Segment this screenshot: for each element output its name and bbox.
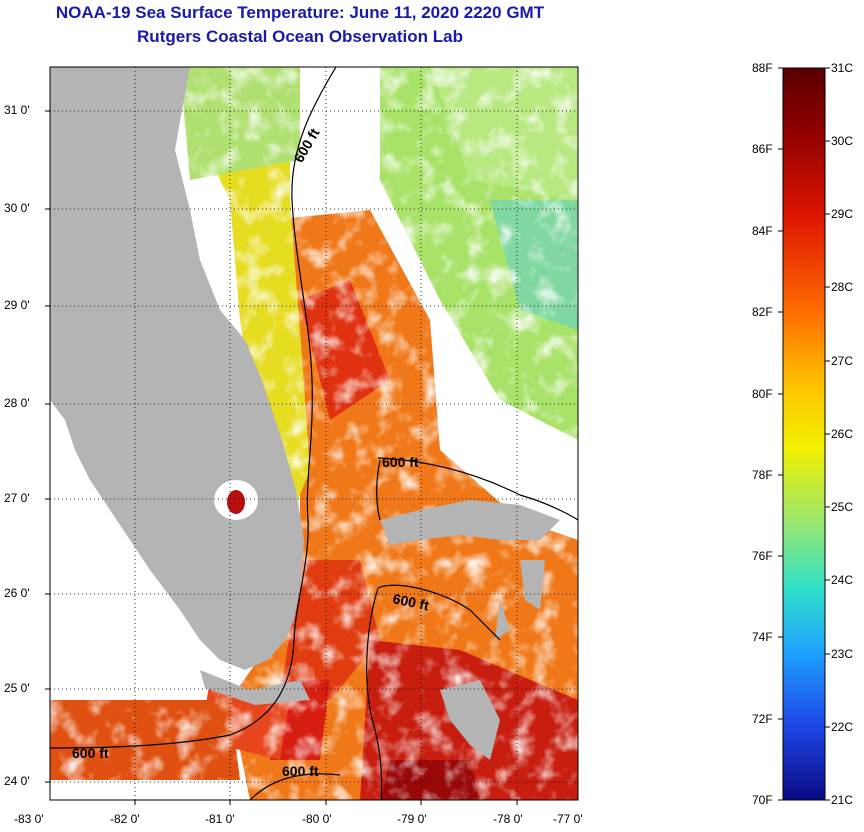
colorbar <box>782 67 826 801</box>
colorbar-f-88: 88F <box>752 61 773 75</box>
colorbar-c-30: 30C <box>831 134 854 148</box>
colorbar-f-70: 70F <box>752 793 773 807</box>
lon-tick-79: -79 0' <box>397 812 427 826</box>
colorbar-c-21: 21C <box>831 793 854 807</box>
lon-tick-83: -83 0' <box>14 812 44 826</box>
map-subtitle: Rutgers Coastal Ocean Observation Lab <box>137 27 463 46</box>
colorbar-c-24: 24C <box>831 573 854 587</box>
lon-tick-82: -82 0' <box>110 812 140 826</box>
colorbar-c-25: 25C <box>831 500 854 514</box>
lat-tick-26: 26 0' <box>4 586 30 600</box>
lon-tick-78: -78 0' <box>493 812 523 826</box>
lat-tick-29: 29 0' <box>4 298 30 312</box>
lon-tick-77: -77 0' <box>553 812 583 826</box>
colorbar-f-80: 80F <box>752 387 773 401</box>
colorbar-f-82: 82F <box>752 305 773 319</box>
colorbar-c-23: 23C <box>831 647 854 661</box>
colorbar-f-78: 78F <box>752 468 773 482</box>
colorbar-f-72: 72F <box>752 712 773 726</box>
colorbar-c-22: 22C <box>831 720 854 734</box>
colorbar-c-29: 29C <box>831 207 854 221</box>
contour-label-bahamas: 600 ft <box>382 454 419 470</box>
colorbar-c-27: 27C <box>831 354 854 368</box>
colorbar-f-86: 86F <box>752 142 773 156</box>
lat-tick-28: 28 0' <box>4 396 30 410</box>
colorbar-f-76: 76F <box>752 549 773 563</box>
lat-tick-25: 25 0' <box>4 681 30 695</box>
lat-tick-27: 27 0' <box>4 491 30 505</box>
colorbar-f-74: 74F <box>752 630 773 644</box>
lat-tick-30: 30 0' <box>4 201 30 215</box>
lat-tick-31: 31 0' <box>4 103 30 117</box>
colorbar-c-31: 31C <box>831 61 854 75</box>
colorbar-f-84: 84F <box>752 224 773 238</box>
lat-tick-24: 24 0' <box>4 774 30 788</box>
colorbar-c-28: 28C <box>831 280 854 294</box>
lon-tick-80: -80 0' <box>302 812 332 826</box>
map-title: NOAA-19 Sea Surface Temperature: June 11… <box>55 3 545 22</box>
contour-label-andros: 600 ft <box>391 590 430 613</box>
lon-tick-81: -81 0' <box>205 812 235 826</box>
contour-label-southwest: 600 ft <box>72 745 109 761</box>
colorbar-c-26: 26C <box>831 427 854 441</box>
contour-label-south: 600 ft <box>282 763 319 779</box>
